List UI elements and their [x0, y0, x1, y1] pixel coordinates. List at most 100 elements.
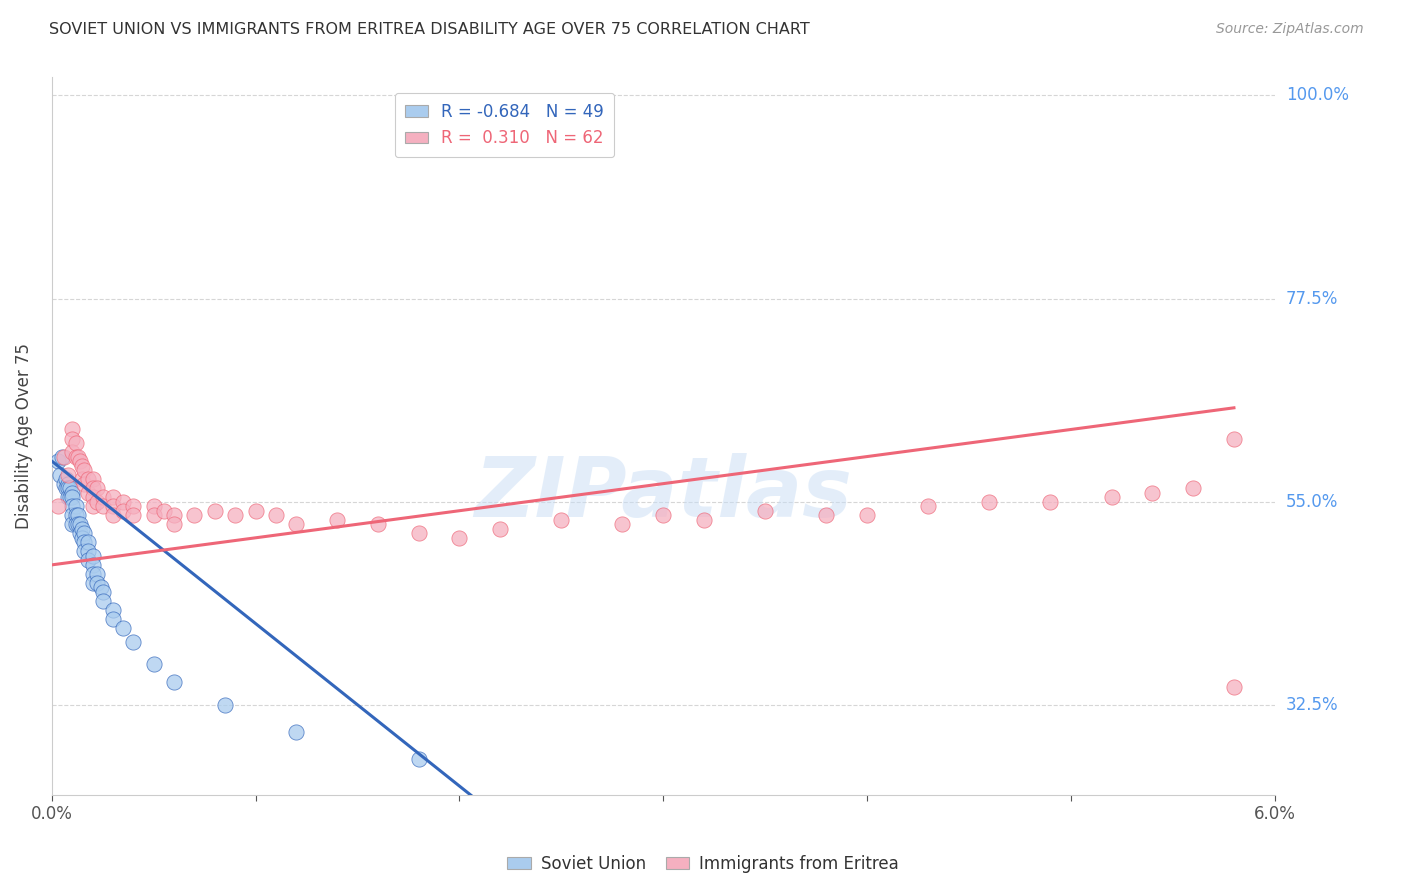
Point — [60, 508, 83, 523]
Point — [245, 504, 267, 518]
Point — [56, 476, 79, 491]
Text: 77.5%: 77.5% — [1286, 290, 1339, 308]
Point — [449, 531, 471, 545]
Point — [224, 508, 246, 523]
Point — [77, 485, 100, 500]
Point — [56, 467, 79, 482]
Point — [86, 494, 108, 508]
Point — [55, 472, 77, 486]
Point — [153, 504, 176, 518]
Point — [101, 612, 124, 626]
Point — [59, 490, 82, 504]
Point — [82, 481, 104, 495]
Point — [163, 675, 186, 690]
Point — [46, 499, 69, 513]
Point — [82, 499, 104, 513]
Point — [91, 594, 114, 608]
Point — [101, 603, 124, 617]
Point — [612, 517, 634, 532]
Point — [73, 476, 96, 491]
Point — [60, 445, 83, 459]
Point — [65, 517, 87, 532]
Point — [122, 499, 145, 513]
Point — [65, 436, 87, 450]
Point — [60, 499, 83, 513]
Point — [55, 481, 77, 495]
Point — [56, 481, 79, 495]
Point — [1101, 490, 1123, 504]
Point — [408, 526, 430, 541]
Point — [815, 508, 838, 523]
Point — [163, 508, 186, 523]
Point — [65, 450, 87, 464]
Point — [86, 481, 108, 495]
Point — [112, 621, 135, 635]
Point — [367, 517, 389, 532]
Point — [73, 526, 96, 541]
Point — [53, 450, 76, 464]
Point — [101, 490, 124, 504]
Point — [53, 476, 76, 491]
Text: 55.0%: 55.0% — [1286, 492, 1339, 511]
Point — [72, 458, 94, 473]
Point — [56, 490, 79, 504]
Point — [59, 481, 82, 495]
Point — [73, 463, 96, 477]
Point — [82, 472, 104, 486]
Point — [72, 472, 94, 486]
Point — [142, 508, 165, 523]
Point — [86, 566, 108, 581]
Point — [46, 454, 69, 468]
Point — [69, 526, 91, 541]
Point — [214, 698, 236, 712]
Legend: R = -0.684   N = 49, R =  0.310   N = 62: R = -0.684 N = 49, R = 0.310 N = 62 — [395, 93, 614, 157]
Point — [60, 432, 83, 446]
Point — [77, 544, 100, 558]
Point — [979, 494, 1001, 508]
Point — [60, 485, 83, 500]
Point — [142, 657, 165, 672]
Point — [101, 508, 124, 523]
Point — [72, 522, 94, 536]
Point — [73, 535, 96, 549]
Point — [285, 517, 308, 532]
Point — [550, 513, 572, 527]
Point — [326, 513, 349, 527]
Point — [1039, 494, 1062, 508]
Point — [112, 504, 135, 518]
Point — [754, 504, 776, 518]
Legend: Soviet Union, Immigrants from Eritrea: Soviet Union, Immigrants from Eritrea — [501, 848, 905, 880]
Point — [67, 508, 90, 523]
Point — [1142, 485, 1164, 500]
Point — [856, 508, 879, 523]
Point — [60, 422, 83, 436]
Y-axis label: Disability Age Over 75: Disability Age Over 75 — [15, 343, 32, 529]
Point — [65, 508, 87, 523]
Point — [91, 490, 114, 504]
Text: ZIPatlas: ZIPatlas — [474, 453, 852, 534]
Point — [91, 585, 114, 599]
Point — [122, 634, 145, 648]
Point — [69, 454, 91, 468]
Point — [1182, 481, 1205, 495]
Point — [112, 494, 135, 508]
Text: Source: ZipAtlas.com: Source: ZipAtlas.com — [1216, 22, 1364, 37]
Point — [60, 490, 83, 504]
Text: 32.5%: 32.5% — [1286, 696, 1339, 714]
Point — [183, 508, 205, 523]
Point — [408, 752, 430, 766]
Point — [163, 517, 186, 532]
Point — [204, 504, 226, 518]
Point — [77, 553, 100, 567]
Point — [917, 499, 939, 513]
Point — [86, 576, 108, 591]
Point — [51, 450, 73, 464]
Point — [77, 535, 100, 549]
Point — [285, 724, 308, 739]
Point — [72, 531, 94, 545]
Point — [67, 517, 90, 532]
Point — [65, 499, 87, 513]
Point — [82, 490, 104, 504]
Point — [82, 576, 104, 591]
Point — [73, 544, 96, 558]
